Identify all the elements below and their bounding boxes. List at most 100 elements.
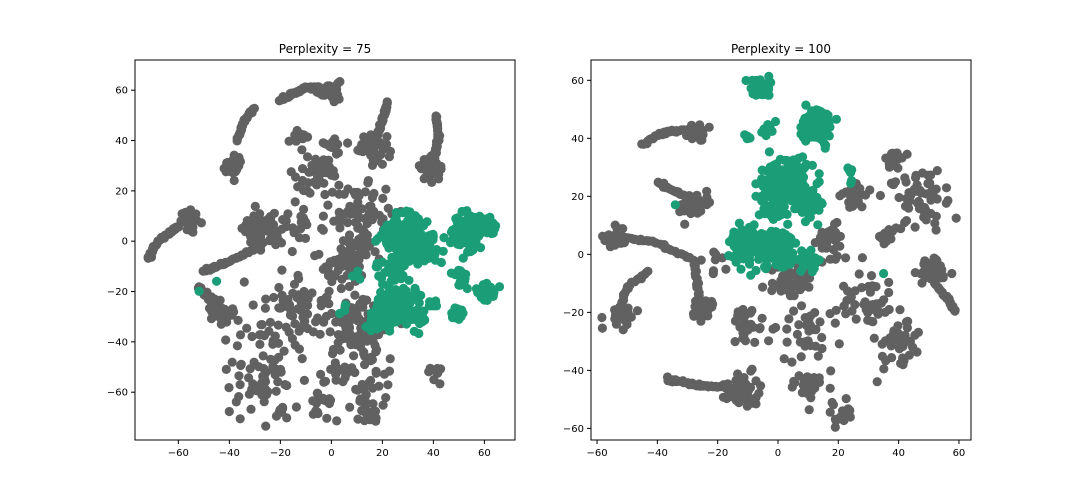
scatter-point (803, 192, 813, 202)
scatter-point (851, 314, 861, 324)
scatter-point (229, 175, 239, 186)
x-tick-label: 0 (775, 448, 781, 459)
scatter-point (825, 407, 835, 417)
scatter-point (374, 381, 384, 391)
scatter-point (789, 306, 799, 316)
scatter-point (866, 271, 877, 281)
scatter-point (811, 324, 821, 334)
scatter-point (784, 240, 795, 251)
scatter-point (322, 413, 332, 423)
scatter-point (754, 89, 764, 99)
scatter-point (340, 260, 350, 270)
scatter-point (391, 207, 401, 218)
scatter-point (802, 372, 813, 382)
scatter-point (284, 300, 295, 310)
scatter-point (242, 216, 252, 226)
scatter-point (356, 244, 366, 254)
scatter-point (430, 366, 440, 376)
scatter-point (783, 174, 793, 184)
scatter-point (792, 329, 803, 339)
scatter-point (277, 224, 287, 234)
scatter-point (236, 360, 246, 371)
scatter-point (255, 339, 265, 349)
scatter-point (810, 110, 820, 120)
scatter-point (343, 138, 353, 148)
x-tick-label: −60 (586, 448, 607, 459)
scatter-point (818, 110, 828, 120)
scatter-point (340, 300, 350, 310)
scatter-point (879, 268, 889, 279)
scatter-point (875, 298, 885, 308)
scatter-point (781, 195, 791, 205)
scatter-point (237, 223, 247, 233)
scatter-point (932, 166, 942, 176)
scatter-point (395, 222, 405, 232)
scatter-point (414, 328, 424, 339)
scatter-point (785, 291, 796, 301)
scatter-point (796, 352, 806, 362)
scatter-point (340, 373, 350, 383)
scatter-point (363, 399, 373, 409)
scatter-point (787, 357, 797, 367)
scatter-point (344, 323, 354, 333)
scatter-point (293, 270, 303, 280)
scatter-point (254, 362, 264, 372)
scatter-point (794, 320, 804, 330)
scatter-point (898, 353, 908, 363)
scatter-point (366, 375, 376, 386)
scatter-point (382, 132, 392, 142)
scatter-point (891, 223, 901, 233)
scatter-point (342, 364, 352, 374)
x-tick-label: 40 (427, 448, 440, 459)
scatter-point (746, 245, 757, 255)
scatter-point (747, 398, 757, 408)
scatter-point (755, 75, 765, 85)
scatter-point (370, 406, 381, 416)
scatter-point (925, 260, 935, 270)
subplot-title: Perplexity = 75 (279, 42, 371, 56)
scatter-point (670, 200, 680, 210)
scatter-point (257, 390, 267, 400)
scatter-points-group (143, 77, 505, 431)
scatter-point (794, 153, 804, 163)
scatter-point (844, 197, 854, 207)
scatter-point (872, 377, 882, 387)
scatter-point (757, 191, 767, 201)
scatter-point (186, 216, 196, 226)
scatter-point (453, 214, 464, 224)
scatter-point (718, 392, 729, 402)
scatter-point (256, 330, 266, 340)
scatter-point (841, 394, 851, 404)
scatter-point (768, 214, 779, 224)
scatter-point (764, 71, 774, 81)
scatter-point (291, 402, 301, 412)
scatter-point (315, 329, 325, 339)
scatter-point (857, 253, 868, 263)
y-tick-label: 20 (571, 192, 584, 203)
y-tick-label: 40 (571, 134, 584, 145)
y-tick-label: 60 (115, 86, 128, 97)
scatter-point (384, 366, 395, 376)
scatter-point (760, 200, 771, 210)
scatter-point (779, 354, 789, 364)
scatter-point (784, 314, 794, 324)
scatter-point (923, 178, 933, 189)
scatter-point (334, 180, 344, 190)
scatter-point (173, 222, 184, 232)
scatter-point (798, 380, 808, 390)
scatter-point (216, 319, 226, 329)
scatter-point (385, 146, 395, 156)
scatter-point (751, 179, 761, 189)
scatter-point (950, 306, 960, 316)
scatter-point (482, 292, 492, 302)
scatter-point (801, 100, 811, 110)
scatter-point (815, 129, 825, 140)
scatter-point (923, 170, 933, 180)
scatter-point (426, 168, 436, 178)
scatter-point (354, 255, 364, 265)
scatter-point (885, 333, 895, 343)
scatter-point (325, 258, 335, 269)
scatter-point (890, 177, 901, 187)
scatter-point (759, 262, 770, 272)
scatter-point (262, 223, 272, 233)
